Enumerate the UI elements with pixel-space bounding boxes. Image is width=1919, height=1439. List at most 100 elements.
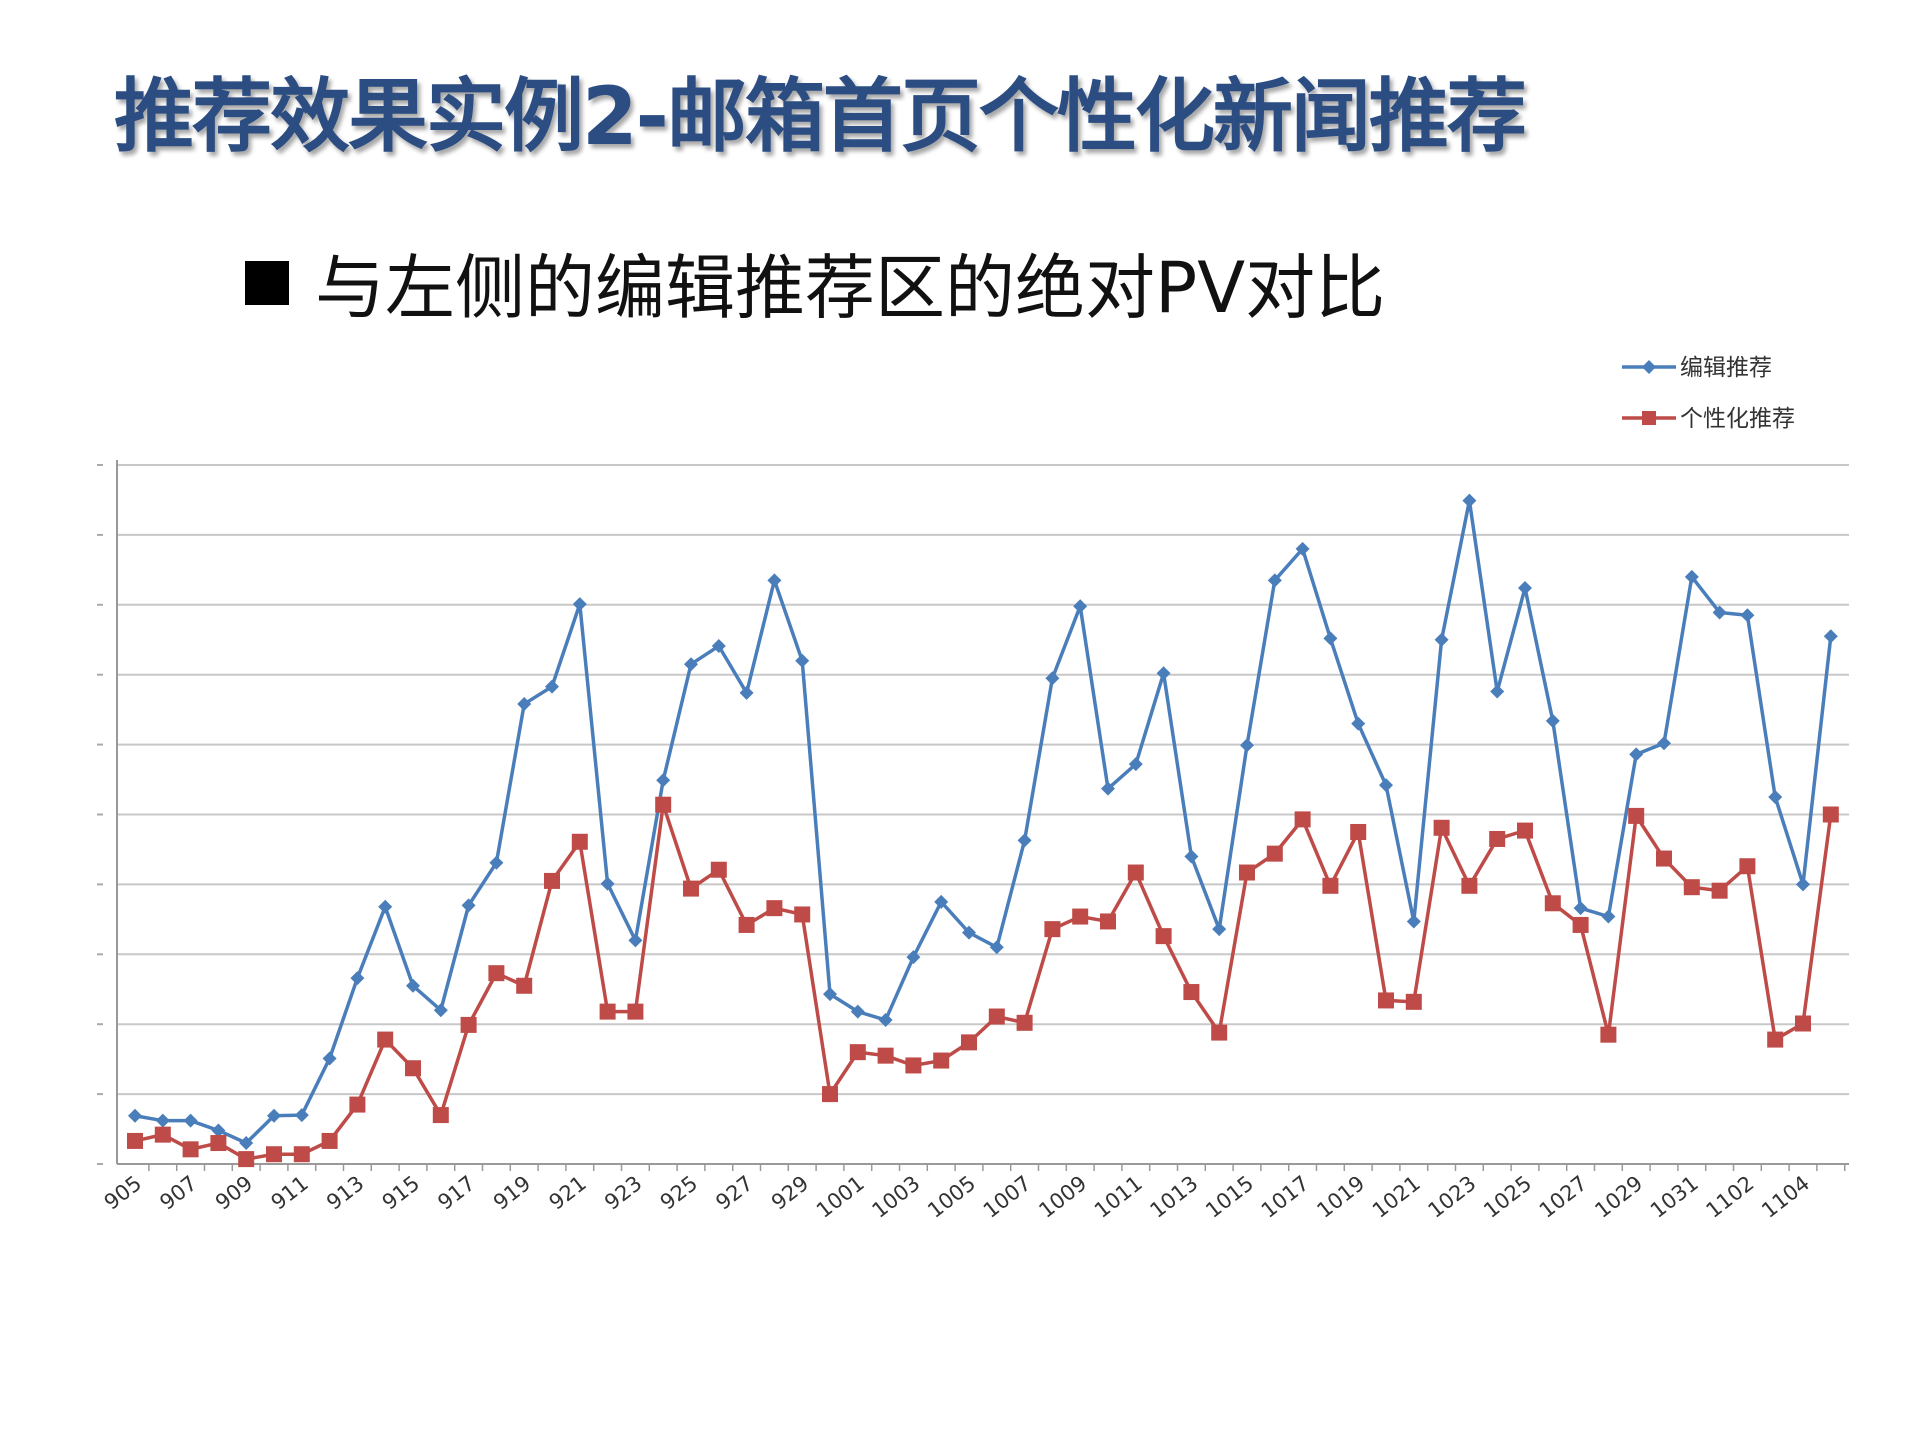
x-tick-label: 911 xyxy=(267,1171,313,1215)
data-point-square xyxy=(738,916,755,933)
data-point-square xyxy=(516,977,533,994)
x-tick-label: 1005 xyxy=(923,1171,980,1223)
data-point-diamond xyxy=(1684,569,1699,584)
data-point-diamond xyxy=(1295,541,1310,556)
data-point-diamond xyxy=(1156,666,1171,681)
data-point-diamond xyxy=(211,1123,226,1138)
data-point-diamond xyxy=(989,940,1004,955)
legend-label: 个性化推荐 xyxy=(1680,406,1795,432)
data-point-diamond xyxy=(1518,581,1532,596)
data-point-diamond xyxy=(1823,629,1838,644)
data-point-square xyxy=(710,861,727,878)
data-point-diamond xyxy=(878,1013,893,1028)
legend-marker-diamond xyxy=(1642,360,1656,374)
data-point-square xyxy=(822,1086,838,1103)
x-tick-label: 1104 xyxy=(1757,1171,1814,1223)
data-point-square xyxy=(1600,1026,1617,1043)
data-point-diamond xyxy=(461,898,476,913)
x-tick-label: 1031 xyxy=(1646,1171,1703,1223)
data-point-diamond xyxy=(739,685,754,700)
data-point-square xyxy=(1795,1015,1811,1032)
data-point-square xyxy=(961,1034,977,1051)
legend-label: 编辑推荐 xyxy=(1680,355,1772,381)
x-tick-label: 1102 xyxy=(1702,1171,1759,1223)
x-tick-label: 925 xyxy=(656,1171,702,1215)
data-point-diamond xyxy=(1406,914,1421,929)
data-point-diamond xyxy=(572,597,587,612)
x-tick-label: 1007 xyxy=(979,1171,1036,1223)
data-point-diamond xyxy=(823,987,837,1002)
data-point-square xyxy=(1239,864,1255,881)
data-point-square xyxy=(1044,921,1061,938)
data-point-diamond xyxy=(1712,605,1727,620)
data-point-diamond xyxy=(517,697,532,712)
x-tick-label: 1015 xyxy=(1201,1171,1258,1223)
series-lines xyxy=(127,493,1839,1168)
data-point-diamond xyxy=(1657,736,1671,751)
gridlines xyxy=(117,464,1849,1165)
data-point-square xyxy=(154,1126,171,1143)
data-point-square xyxy=(1572,916,1589,933)
data-point-square xyxy=(321,1132,338,1149)
data-point-square xyxy=(905,1057,922,1074)
series-line xyxy=(134,500,1833,1146)
data-point-square xyxy=(1350,823,1367,840)
data-point-diamond xyxy=(1768,790,1783,805)
x-tick-label: 919 xyxy=(489,1171,535,1215)
data-point-diamond xyxy=(322,1051,337,1066)
data-point-square xyxy=(849,1044,866,1061)
data-point-diamond xyxy=(795,653,810,668)
data-point-diamond xyxy=(1184,849,1199,864)
data-point-diamond xyxy=(1267,573,1282,588)
data-point-square xyxy=(1072,908,1089,925)
data-point-diamond xyxy=(1073,599,1088,614)
data-point-square xyxy=(1405,993,1422,1010)
data-point-square xyxy=(933,1052,950,1069)
x-tick-label: 1011 xyxy=(1090,1171,1147,1223)
data-point-diamond xyxy=(1240,738,1254,753)
data-point-diamond xyxy=(433,1003,448,1018)
x-tick-label: 917 xyxy=(433,1171,479,1215)
x-tick-label: 1019 xyxy=(1312,1171,1369,1223)
data-point-square xyxy=(182,1141,199,1158)
x-tick-label: 907 xyxy=(155,1171,201,1215)
data-point-square xyxy=(627,1003,644,1020)
data-point-square xyxy=(1656,850,1672,867)
series-editorial xyxy=(128,493,1838,1151)
data-point-square xyxy=(1378,992,1394,1009)
data-point-diamond xyxy=(962,925,976,940)
data-point-diamond xyxy=(545,679,559,694)
data-point-diamond xyxy=(1379,778,1393,793)
x-tick-label: 1001 xyxy=(812,1171,869,1223)
data-point-diamond xyxy=(1629,747,1644,762)
x-tick-label: 927 xyxy=(711,1171,757,1215)
data-point-square xyxy=(210,1135,227,1152)
data-point-square xyxy=(1294,811,1311,828)
data-point-square xyxy=(1822,806,1839,823)
data-point-square xyxy=(1711,882,1728,899)
x-tick-label: 909 xyxy=(211,1171,257,1215)
x-tick-label: 915 xyxy=(378,1171,424,1215)
data-point-square xyxy=(377,1031,394,1048)
data-point-diamond xyxy=(628,933,643,948)
data-point-diamond xyxy=(1212,922,1227,937)
data-point-diamond xyxy=(1434,632,1449,647)
data-point-square xyxy=(1183,984,1200,1001)
data-point-diamond xyxy=(600,876,615,891)
data-point-diamond xyxy=(1351,716,1366,731)
data-point-square xyxy=(293,1146,310,1163)
data-point-diamond xyxy=(1545,713,1560,728)
legend-marker-square xyxy=(1642,411,1656,425)
data-point-diamond xyxy=(1796,877,1810,892)
data-point-square xyxy=(1739,858,1756,875)
x-tick-labels: 905 907 909 911 913 915 917 919 921 923 925 927 9291… xyxy=(100,1171,1814,1223)
x-tick-label: 1003 xyxy=(868,1171,925,1223)
data-point-diamond xyxy=(239,1136,254,1151)
data-point-square xyxy=(1016,1014,1033,1031)
data-point-diamond xyxy=(684,657,698,672)
data-point-square xyxy=(238,1151,255,1168)
data-point-diamond xyxy=(850,1004,865,1019)
bullet-text: 与左侧的编辑推荐区的绝对PV对比 xyxy=(315,247,1386,329)
